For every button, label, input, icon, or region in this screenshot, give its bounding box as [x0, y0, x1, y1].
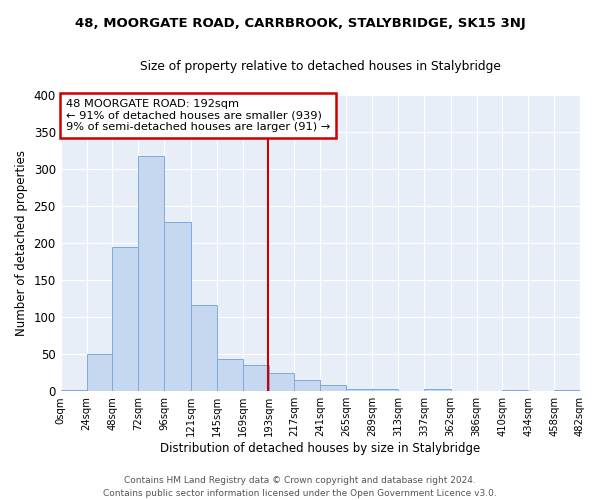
Bar	[86, 354, 112, 391]
Bar	[424, 389, 451, 391]
X-axis label: Distribution of detached houses by size in Stalybridge: Distribution of detached houses by size …	[160, 442, 481, 455]
Bar	[243, 366, 269, 391]
Text: 48, MOORGATE ROAD, CARRBROOK, STALYBRIDGE, SK15 3NJ: 48, MOORGATE ROAD, CARRBROOK, STALYBRIDG…	[74, 18, 526, 30]
Bar	[554, 390, 580, 391]
Bar	[346, 389, 372, 391]
Text: Contains HM Land Registry data © Crown copyright and database right 2024.
Contai: Contains HM Land Registry data © Crown c…	[103, 476, 497, 498]
Bar	[164, 222, 191, 391]
Title: Size of property relative to detached houses in Stalybridge: Size of property relative to detached ho…	[140, 60, 501, 73]
Bar	[269, 372, 295, 391]
Y-axis label: Number of detached properties: Number of detached properties	[15, 150, 28, 336]
Bar	[138, 156, 164, 391]
Bar	[372, 389, 398, 391]
Bar	[320, 386, 346, 391]
Bar	[295, 380, 320, 391]
Bar	[61, 390, 86, 391]
Bar	[217, 358, 243, 391]
Bar	[502, 390, 528, 391]
Text: 48 MOORGATE ROAD: 192sqm
← 91% of detached houses are smaller (939)
9% of semi-d: 48 MOORGATE ROAD: 192sqm ← 91% of detach…	[66, 98, 331, 132]
Bar	[191, 304, 217, 391]
Bar	[112, 247, 138, 391]
